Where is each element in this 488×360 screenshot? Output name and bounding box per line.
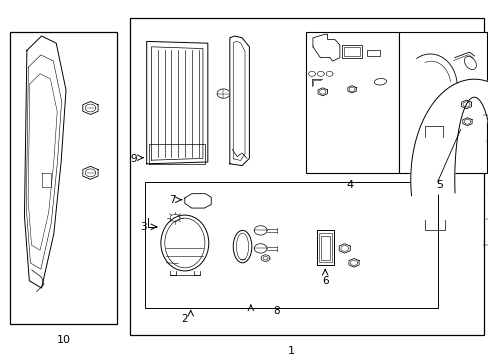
Bar (321, 236, 329, 260)
Polygon shape (410, 79, 488, 196)
Bar (342, 45, 361, 58)
Bar (366, 50, 380, 56)
Polygon shape (184, 194, 211, 208)
Text: 9: 9 (130, 154, 137, 164)
Bar (319, 233, 331, 262)
Bar (344, 47, 359, 56)
Bar (10, 32, 117, 324)
Polygon shape (24, 36, 66, 288)
Text: 2: 2 (181, 314, 188, 324)
Bar (145, 182, 437, 308)
Bar (316, 230, 333, 265)
Text: 4: 4 (346, 180, 352, 190)
Polygon shape (229, 36, 249, 166)
Bar (305, 32, 398, 173)
Polygon shape (312, 34, 339, 61)
Text: 7: 7 (169, 195, 176, 205)
Text: 8: 8 (272, 306, 279, 316)
Bar (129, 18, 483, 335)
Text: 10: 10 (57, 335, 70, 345)
Text: 3: 3 (140, 222, 146, 232)
Text: 6: 6 (321, 276, 328, 286)
Text: 1: 1 (287, 346, 294, 356)
Bar (193, 198, 203, 204)
Bar (398, 32, 486, 173)
Bar (439, 99, 453, 108)
Bar (441, 100, 451, 107)
Text: 5: 5 (436, 180, 443, 190)
